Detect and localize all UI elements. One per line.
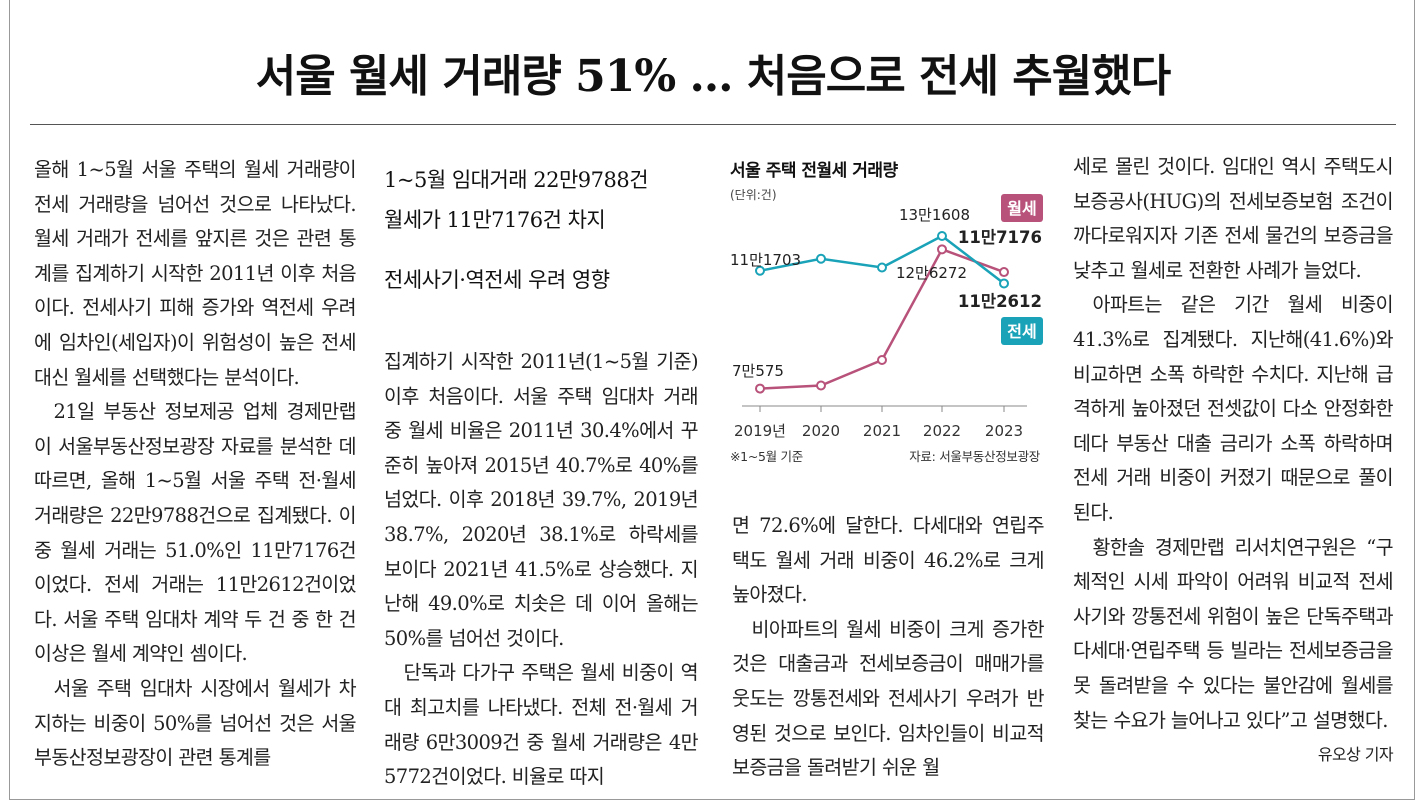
data-point (877, 355, 887, 365)
byline: 유오상 기자 (1317, 745, 1394, 765)
paragraph: 아파트는 같은 기간 월세 비중이 41.3%로 집계됐다. 지난해(41.6%… (1073, 293, 1394, 524)
chart-unit: (단위:건) (730, 188, 777, 202)
data-point (999, 278, 1009, 289)
data-label: 11만7176 (958, 228, 1042, 247)
data-point (937, 230, 947, 241)
paragraph: 황한솔 경제만랩 리서치연구원은 “구체적인 시세 파악이 어려워 비교적 전세… (1073, 531, 1394, 765)
data-label: 12만6272 (896, 264, 967, 282)
x-tick-label: 2022 (923, 422, 961, 440)
quote-text: 황한솔 경제만랩 리서치연구원은 “구체적인 시세 파악이 어려워 비교적 전세… (1073, 535, 1394, 732)
subhead-line: 1~5월 임대거래 22만9788건 (384, 168, 649, 192)
column-1: 올해 1~5월 서울 주택의 월세 거래량이 전세 거래량을 넘어선 것으로 나… (34, 153, 357, 776)
paragraph: 집계하기 시작한 2011년(1~5월 기준) 이후 처음이다. 서울 주택 임… (384, 350, 699, 650)
data-point (816, 253, 826, 264)
data-label: 13만1608 (899, 206, 970, 224)
paragraph: 단독과 다가구 주택은 월세 비중이 역대 최고치를 나타냈다. 전체 전·월세… (384, 661, 699, 789)
chart-title: 서울 주택 전월세 거래량 (730, 161, 898, 181)
paragraph: 세로 몰린 것이다. 임대인 역시 주택도시보증공사(HUG)의 전세보증보험 … (1073, 155, 1394, 282)
legend-label: 월세 (1007, 199, 1036, 218)
data-point (755, 265, 765, 276)
chart-source: 자료: 서울부동산정보광장 (909, 449, 1040, 464)
data-point (937, 244, 947, 255)
data-label: 7만575 (732, 362, 784, 380)
article-frame (9, 0, 1415, 800)
legend-badge (1001, 317, 1043, 345)
x-tick-label: 2023 (985, 422, 1023, 440)
legend-badge (1001, 194, 1043, 222)
data-point (999, 267, 1009, 278)
paragraph: 서울 주택 임대차 시장에서 월세가 차지하는 비중이 50%를 넘어선 것은 … (34, 676, 357, 770)
column-2: 집계하기 시작한 2011년(1~5월 기준) 이후 처음이다. 서울 주택 임… (384, 345, 699, 795)
subhead-line: 전세사기·역전세 우려 영향 (384, 268, 610, 292)
subhead-block: 1~5월 임대거래 22만9788건 월세가 11만7176건 차지 (384, 160, 704, 240)
chart-svg: 2019년 2020 2021 2022 2023 11만1703 13만1608 11만26… (730, 194, 1043, 440)
line-chart: 서울 주택 전월세 거래량 (단위:건) 2019년 2020 2021 2022 20… (722, 150, 1052, 470)
paragraph: 21일 부동산 정보제공 업체 경제만랩이 서울부동산정보광장 자료를 분석한 … (34, 400, 357, 666)
subhead-line: 월세가 11만7176건 차지 (384, 208, 606, 232)
paragraph: 비아파트의 월세 비중이 크게 증가한 것은 대출금과 전세보증금이 매매가를 … (732, 617, 1045, 780)
x-tick-label: 2021 (863, 422, 901, 440)
data-point (755, 383, 765, 394)
paragraph: 올해 1~5월 서울 주택의 월세 거래량이 전세 거래량을 넘어선 것으로 나… (34, 158, 357, 389)
data-label: 11만1703 (730, 251, 801, 269)
chart-note-left: ※1~5월 기준 (730, 449, 803, 464)
headline: 서울 월세 거래량 51% … 처음으로 전세 추월했다 (255, 51, 1171, 102)
data-point (877, 262, 887, 273)
data-label: 11만2612 (958, 292, 1042, 311)
paragraph: 면 72.6%에 달한다. 다세대와 연립주택도 월세 거래 비중이 46.2%… (732, 514, 1045, 607)
legend-label: 전세 (1007, 322, 1036, 341)
subhead-block: 전세사기·역전세 우려 영향 (384, 260, 704, 300)
column-4: 세로 몰린 것이다. 임대인 역시 주택도시보증공사(HUG)의 전세보증보험 … (1073, 150, 1394, 773)
x-tick-label: 2019년 (734, 422, 786, 440)
data-point (816, 380, 826, 391)
headline-rule (30, 124, 1396, 125)
column-3: 면 72.6%에 달한다. 다세대와 연립주택도 월세 거래 비중이 46.2%… (732, 509, 1045, 786)
x-tick-label: 2020 (802, 422, 840, 440)
